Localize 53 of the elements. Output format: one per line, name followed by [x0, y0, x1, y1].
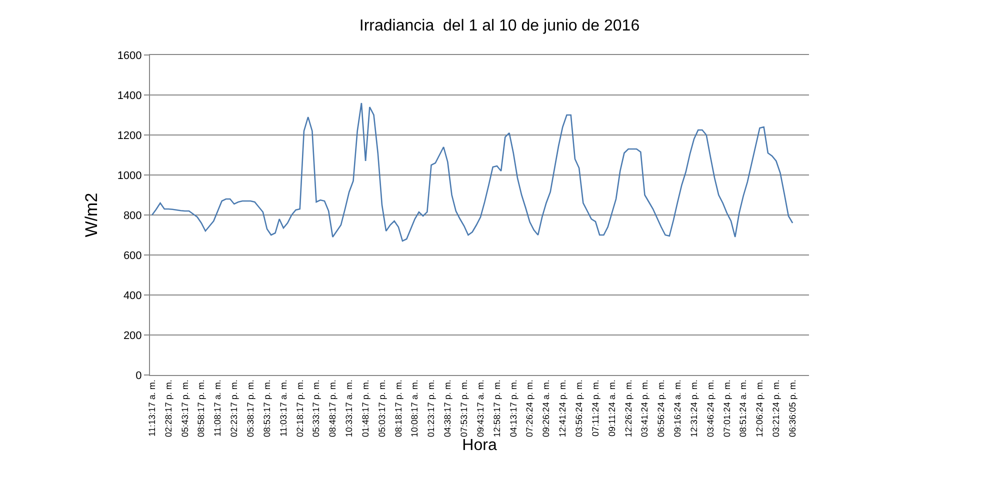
y-tick-label: 1200 [117, 130, 142, 142]
x-tick-label: 08:51:24 a. m. [738, 380, 748, 438]
x-tick-label: 04:13:17 p. m. [508, 380, 518, 438]
x-tick-label: 07:26:24 p. m. [524, 380, 535, 438]
x-tick-label: 08:18:17 p. m. [393, 380, 404, 438]
x-tick-label: 09:43:17 a. m. [475, 380, 486, 438]
x-tick-label: 08:58:17 p. m. [196, 380, 206, 438]
x-tick-label: 03:41:24 p. m. [640, 380, 650, 438]
x-tick-label: 09:26:24 a. m. [541, 380, 552, 438]
y-tick-label: 400 [123, 290, 142, 302]
chart-title: Irradiancia del 1 al 10 de junio de 2016 [359, 18, 640, 35]
x-tick-label: 02:23:17 p. m. [229, 380, 240, 438]
x-tick-label: 12:06:24 p. m. [754, 380, 765, 438]
x-tick-label: 05:03:17 p. m. [376, 380, 387, 438]
x-tick-label: 12:41:24 p. m. [558, 380, 568, 438]
x-tick-label: 03:21:24 p. m. [771, 380, 782, 438]
x-tick-label: 01:48:17 p. m. [360, 380, 370, 438]
x-tick-label: 11:13:17 a. m. [146, 380, 157, 436]
y-tick-label: 1600 [117, 50, 142, 62]
x-tick-label: 03:46:24 p. m. [705, 380, 716, 438]
x-tick-label: 06:36:05 p. m. [788, 380, 798, 438]
x-tick-label: 12:31:24 p. m. [688, 380, 699, 438]
x-tick-label: 11:03:17 a. m. [278, 380, 288, 436]
x-tick-label: 08:48:17 p. m. [328, 380, 338, 438]
x-tick-label: 12:58:17 p. m. [492, 380, 502, 438]
x-tick-label: 05:43:17 p. m. [180, 380, 190, 438]
x-tick-label: 09:16:24 a. m. [672, 380, 683, 438]
x-tick-label: 06:56:24 p. m. [656, 380, 666, 438]
y-tick-label: 800 [123, 210, 142, 222]
x-axis-title: Hora [462, 437, 497, 454]
y-tick-label: 0 [136, 370, 142, 382]
x-tick-label: 01:23:17 p. m. [426, 380, 436, 438]
x-tick-label: 07:53:17 p. m. [459, 380, 470, 438]
x-tick-label: 10:08:17 a. m. [410, 380, 420, 438]
y-axis-title: W/m2 [82, 192, 101, 238]
y-tick-label: 1000 [117, 170, 142, 182]
y-tick-label: 200 [123, 330, 142, 342]
x-tick-label: 07:01:24 p. m. [722, 380, 732, 438]
line-series [151, 102, 794, 242]
x-tick-label: 05:33:17 p. m. [311, 380, 322, 438]
x-tick-label: 09:11:24 a. m. [606, 380, 617, 436]
y-tick-label: 1400 [117, 90, 142, 102]
x-tick-label: 10:33:17 a. m. [344, 380, 354, 438]
x-tick-label: 02:28:17 p. m. [163, 380, 174, 438]
x-tick-label: 11:08:17 a. m. [212, 380, 223, 436]
x-tick-label: 07:11:24 p. m. [590, 380, 600, 436]
x-tick-label: 03:56:24 p. m. [574, 380, 584, 438]
y-tick-label: 600 [123, 250, 142, 262]
x-tick-label: 05:38:17 p. m. [246, 380, 256, 438]
x-tick-label: 02:18:17 p. m. [294, 380, 305, 438]
x-tick-label: 12:26:24 p. m. [623, 380, 634, 438]
x-tick-label: 08:53:17 p. m. [262, 380, 272, 438]
x-tick-label: 04:38:17 p. m. [442, 380, 453, 438]
